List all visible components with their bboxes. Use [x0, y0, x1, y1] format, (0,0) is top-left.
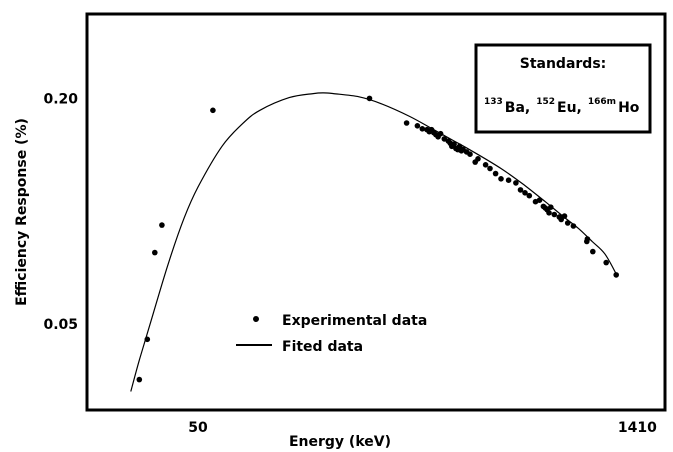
- data-point: [456, 143, 463, 150]
- data-point: [546, 210, 552, 216]
- y-axis-label: Efficiency Response (%): [14, 118, 30, 306]
- data-point: [570, 223, 577, 229]
- source-1-mass: 133: [484, 97, 503, 107]
- standards-box-border: [474, 43, 652, 134]
- data-point: [152, 249, 158, 256]
- y-tick-label: 0.05: [43, 317, 78, 333]
- data-point: [498, 176, 504, 182]
- data-point: [366, 95, 373, 102]
- legend-label-experimental: Experimental data: [282, 313, 427, 329]
- data-point: [475, 156, 481, 162]
- standards-title: Standards:: [520, 56, 607, 72]
- data-point: [451, 141, 457, 147]
- data-point: [505, 177, 512, 183]
- source-3-mass: 166m: [588, 97, 616, 107]
- data-point: [492, 170, 499, 177]
- y-tick-labels: 0.05 0.20: [43, 91, 78, 332]
- data-point: [487, 165, 493, 172]
- data-point: [564, 220, 571, 226]
- data-point: [403, 120, 410, 126]
- legend-label-fitted: Fited data: [282, 339, 363, 355]
- data-point: [482, 162, 489, 168]
- data-point: [437, 130, 444, 137]
- x-tick-labels: 50 1410: [188, 420, 657, 436]
- fit-line-path: [130, 92, 617, 392]
- legend: Experimental data Fited data: [236, 313, 427, 355]
- fit-curve: [130, 92, 617, 392]
- data-point: [517, 187, 524, 193]
- data-point: [136, 376, 143, 383]
- data-point: [210, 107, 216, 114]
- y-tick-label: 0.20: [43, 91, 78, 107]
- x-tick-label: 50: [188, 420, 208, 436]
- standards-box: Standards: 133 Ba, 152 Eu, 166m Ho: [474, 43, 652, 134]
- source-1-element: Ba,: [505, 100, 530, 116]
- data-point: [522, 190, 528, 196]
- source-3-element: Ho: [618, 100, 640, 116]
- plot-frame: [85, 12, 667, 412]
- data-point: [584, 236, 591, 242]
- data-point: [513, 180, 519, 186]
- data-point: [561, 213, 568, 219]
- data-point: [467, 151, 473, 157]
- legend-dot-marker: [253, 316, 259, 322]
- data-point: [526, 192, 533, 199]
- x-axis-label: Energy (keV): [289, 434, 391, 450]
- data-point: [603, 259, 609, 266]
- source-2-element: Eu,: [557, 100, 582, 116]
- x-tick-label: 1410: [618, 420, 657, 436]
- source-2-mass: 152: [536, 97, 555, 107]
- data-point: [590, 248, 596, 255]
- data-point: [551, 211, 558, 218]
- data-point: [144, 336, 151, 343]
- data-point: [159, 222, 165, 228]
- standards-sources: 133 Ba, 152 Eu, 166m Ho: [484, 97, 640, 116]
- data-point: [548, 204, 554, 210]
- data-point: [536, 197, 543, 203]
- data-point: [419, 126, 426, 132]
- data-point: [414, 123, 421, 129]
- data-point: [613, 272, 619, 278]
- experimental-points: [136, 95, 619, 383]
